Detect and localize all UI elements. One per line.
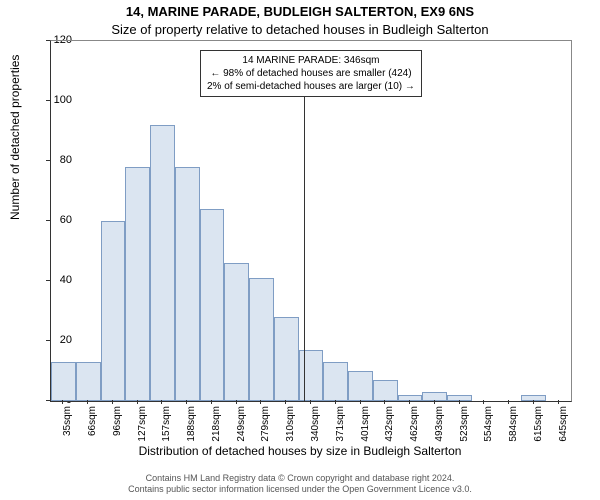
x-tick-mark <box>112 400 113 404</box>
histogram-bar <box>224 263 249 401</box>
histogram-bar <box>150 125 175 401</box>
x-tick-mark <box>87 400 88 404</box>
x-tick-label: 340sqm <box>310 406 321 446</box>
x-tick-label: 584sqm <box>508 406 519 446</box>
x-tick-label: 127sqm <box>137 406 148 446</box>
x-tick-label: 249sqm <box>236 406 247 446</box>
histogram-bar <box>299 350 324 401</box>
annotation-line2: ← 98% of detached houses are smaller (42… <box>207 67 415 80</box>
histogram-bar <box>51 362 76 401</box>
x-tick-label: 401sqm <box>360 406 371 446</box>
x-tick-mark <box>558 400 559 404</box>
histogram-bar <box>422 392 447 401</box>
histogram-bar <box>274 317 299 401</box>
title-sub: Size of property relative to detached ho… <box>0 22 600 37</box>
title-main: 14, MARINE PARADE, BUDLEIGH SALTERTON, E… <box>0 4 600 19</box>
chart-container: 14, MARINE PARADE, BUDLEIGH SALTERTON, E… <box>0 0 600 500</box>
histogram-bar <box>76 362 101 401</box>
x-tick-label: 188sqm <box>186 406 197 446</box>
histogram-bar <box>101 221 126 401</box>
annotation-line1: 14 MARINE PARADE: 346sqm <box>207 54 415 67</box>
x-tick-mark <box>483 400 484 404</box>
x-tick-mark <box>211 400 212 404</box>
x-tick-mark <box>285 400 286 404</box>
x-tick-label: 523sqm <box>459 406 470 446</box>
histogram-bar <box>125 167 150 401</box>
x-tick-label: 432sqm <box>384 406 395 446</box>
marker-line <box>304 80 305 401</box>
annotation-box: 14 MARINE PARADE: 346sqm ← 98% of detach… <box>200 50 422 97</box>
x-tick-label: 96sqm <box>112 406 123 446</box>
x-tick-label: 279sqm <box>260 406 271 446</box>
histogram-bar <box>200 209 225 401</box>
x-tick-mark <box>434 400 435 404</box>
y-axis-label: Number of detached properties <box>8 55 22 220</box>
x-tick-label: 645sqm <box>558 406 569 446</box>
histogram-bar <box>323 362 348 401</box>
x-tick-mark <box>310 400 311 404</box>
footer-line1: Contains HM Land Registry data © Crown c… <box>0 473 600 485</box>
x-tick-mark <box>384 400 385 404</box>
x-tick-label: 218sqm <box>211 406 222 446</box>
histogram-bar <box>175 167 200 401</box>
x-tick-label: 493sqm <box>434 406 445 446</box>
x-tick-mark <box>137 400 138 404</box>
histogram-bar <box>373 380 398 401</box>
x-tick-label: 554sqm <box>483 406 494 446</box>
x-tick-label: 615sqm <box>533 406 544 446</box>
x-tick-mark <box>161 400 162 404</box>
histogram-bar <box>249 278 274 401</box>
histogram-bar <box>348 371 373 401</box>
x-tick-label: 157sqm <box>161 406 172 446</box>
x-tick-label: 310sqm <box>285 406 296 446</box>
x-tick-label: 462sqm <box>409 406 420 446</box>
x-tick-mark <box>360 400 361 404</box>
x-tick-label: 66sqm <box>87 406 98 446</box>
histogram-bar <box>447 395 472 401</box>
x-tick-mark <box>459 400 460 404</box>
histogram-bar <box>521 395 546 401</box>
x-tick-mark <box>260 400 261 404</box>
x-tick-mark <box>409 400 410 404</box>
x-tick-label: 371sqm <box>335 406 346 446</box>
annotation-line3: 2% of semi-detached houses are larger (1… <box>207 80 415 93</box>
x-tick-mark <box>335 400 336 404</box>
footer-line2: Contains public sector information licen… <box>0 484 600 496</box>
x-tick-mark <box>508 400 509 404</box>
x-tick-mark <box>236 400 237 404</box>
x-tick-mark <box>186 400 187 404</box>
footer: Contains HM Land Registry data © Crown c… <box>0 473 600 496</box>
x-tick-mark <box>62 400 63 404</box>
x-tick-mark <box>533 400 534 404</box>
x-tick-label: 35sqm <box>62 406 73 446</box>
x-axis-label: Distribution of detached houses by size … <box>0 444 600 458</box>
